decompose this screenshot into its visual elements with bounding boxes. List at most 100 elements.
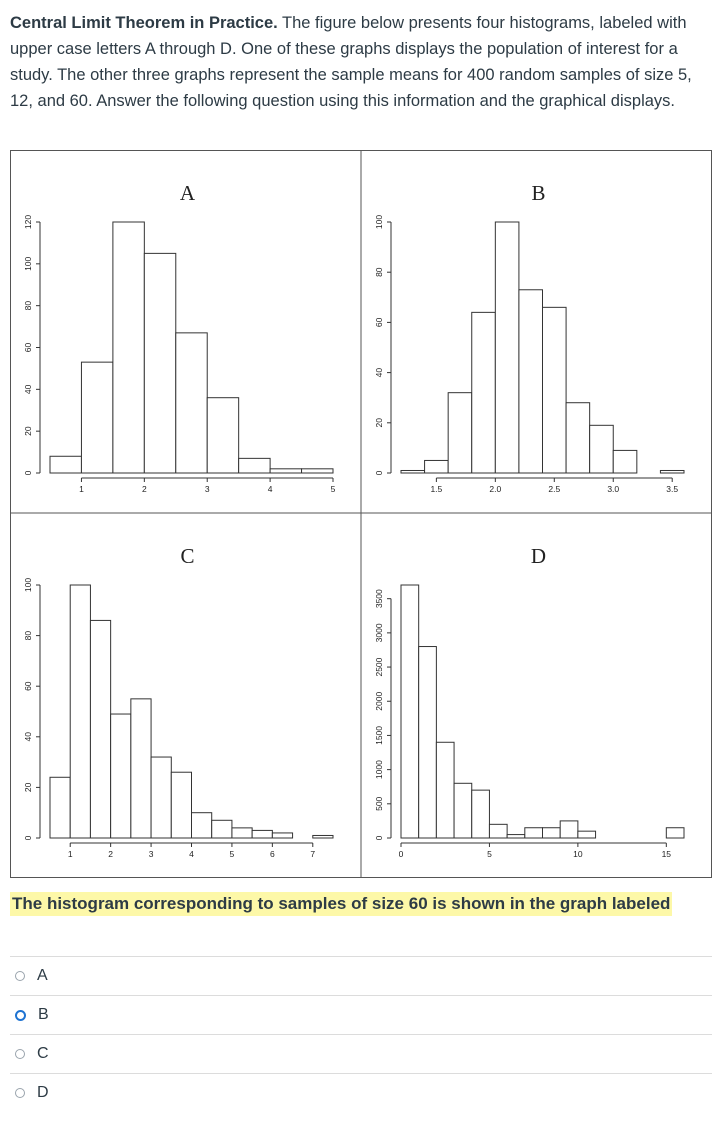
y-tick-label: 80: [23, 301, 33, 311]
y-tick-label: 60: [23, 681, 33, 691]
radio-button-b[interactable]: [15, 1009, 26, 1021]
question-intro: Central Limit Theorem in Practice. The f…: [10, 10, 715, 114]
histogram-bar: [542, 827, 561, 839]
histogram-bar: [471, 789, 490, 839]
answer-option-a[interactable]: A: [10, 956, 712, 995]
histogram-bar: [518, 289, 543, 474]
x-tick-label: 1: [79, 484, 84, 494]
y-tick-label: 1500: [374, 726, 384, 745]
histogram-bar: [69, 584, 91, 839]
histogram-bar: [143, 252, 177, 474]
x-tick-label: 3: [205, 484, 210, 494]
x-tick-label: 3.0: [607, 484, 619, 494]
answer-option-d[interactable]: D: [10, 1073, 712, 1112]
histogram-bar: [238, 457, 271, 474]
x-tick-label: 15: [662, 849, 672, 859]
histogram-bar: [170, 771, 193, 839]
histogram-bar: [589, 424, 614, 474]
histogram-bar: [49, 455, 82, 474]
histogram-bar: [506, 834, 526, 839]
histogram-bar: [435, 741, 455, 839]
x-tick-label: 1.5: [430, 484, 442, 494]
panel-label-b: B: [531, 181, 545, 205]
histogram-bar: [524, 827, 543, 839]
x-tick-label: 4: [268, 484, 273, 494]
x-tick-label: 4: [189, 849, 194, 859]
answer-option-b[interactable]: B: [10, 995, 712, 1034]
intro-title: Central Limit Theorem in Practice.: [10, 14, 278, 32]
question-prompt: The histogram corresponding to samples o…: [10, 892, 673, 916]
histogram-bar: [80, 361, 114, 474]
x-tick-label: 1: [68, 849, 73, 859]
histogram-bar: [542, 306, 567, 474]
y-tick-label: 2500: [374, 657, 384, 676]
x-tick-label: 10: [573, 849, 583, 859]
histogram-figure: A 1 2 3 4 5 0 20 40 60 80 100 120 B 1.5 2.0 2.5 3.0 3.5 0 20…: [10, 150, 712, 878]
y-tick-label: 100: [374, 215, 384, 229]
y-tick-label: 0: [23, 470, 33, 475]
x-tick-label: 2.0: [489, 484, 501, 494]
radio-button-d[interactable]: [15, 1088, 25, 1098]
x-tick-label: 5: [487, 849, 492, 859]
histogram-bar: [112, 221, 145, 474]
histogram-bar: [659, 469, 685, 474]
histogram-bar: [175, 332, 208, 474]
histogram-bar: [400, 584, 420, 839]
histogram-b: B 1.5 2.0 2.5 3.0 3.5 0 20 40 60 80 100: [374, 181, 685, 494]
y-tick-label: 80: [374, 267, 384, 277]
histogram-bar: [471, 311, 496, 474]
histogram-bar: [206, 397, 240, 474]
answer-option-c[interactable]: C: [10, 1034, 712, 1073]
y-tick-label: 20: [23, 782, 33, 792]
x-tick-label: 2: [108, 849, 113, 859]
panel-label-c: C: [180, 544, 194, 568]
histogram-bar: [251, 829, 273, 839]
histogram-c: C 1 2 3 4 5 6 7 0 20 40 60 80 100: [23, 544, 334, 859]
histogram-bar: [418, 646, 437, 839]
intro-text: The figure below presents four histogram…: [10, 14, 692, 110]
y-tick-label: 100: [23, 256, 33, 270]
x-tick-label: 3.5: [666, 484, 678, 494]
histogram-bar: [312, 834, 334, 839]
answer-label-a: A: [37, 967, 48, 984]
panel-label-d: D: [531, 544, 546, 568]
answer-label-b: B: [38, 1006, 49, 1023]
histogram-bar: [400, 469, 426, 474]
histogram-bar: [447, 392, 473, 474]
histogram-bar: [231, 827, 253, 839]
y-tick-label: 40: [374, 368, 384, 378]
panel-label-a: A: [180, 181, 196, 205]
histogram-bar: [301, 468, 334, 474]
x-tick-label: 0: [399, 849, 404, 859]
histogram-bar: [488, 823, 508, 839]
histogram-bar: [453, 782, 473, 839]
y-tick-label: 60: [23, 343, 33, 353]
histogram-bar: [89, 619, 112, 839]
histogram-bar: [577, 830, 597, 839]
y-tick-label: 80: [23, 631, 33, 641]
x-tick-label: 5: [331, 484, 336, 494]
y-tick-label: 40: [23, 384, 33, 394]
histogram-bar: [665, 827, 685, 839]
y-tick-label: 1000: [374, 760, 384, 779]
histogram-d: D 0 5 10 15 0 500 1000 1500 2000 2500 3000 3500: [374, 544, 685, 859]
histogram-bar: [559, 820, 579, 839]
y-tick-label: 40: [23, 732, 33, 742]
answer-label-d: D: [37, 1084, 49, 1101]
histogram-bar: [150, 756, 172, 839]
histogram-bar: [211, 819, 233, 839]
histogram-bar: [49, 776, 71, 839]
y-tick-label: 2000: [374, 692, 384, 711]
histogram-bar: [110, 713, 132, 839]
x-tick-label: 3: [149, 849, 154, 859]
x-tick-label: 6: [270, 849, 275, 859]
x-tick-label: 2.5: [548, 484, 560, 494]
answer-list: A B C D: [10, 956, 712, 1112]
histogram-bar: [191, 812, 213, 839]
radio-button-a[interactable]: [15, 971, 25, 981]
histogram-a: A 1 2 3 4 5 0 20 40 60 80 100 120: [23, 181, 336, 494]
histogram-bar: [130, 698, 152, 839]
radio-button-c[interactable]: [15, 1049, 25, 1059]
y-tick-label: 20: [374, 418, 384, 428]
